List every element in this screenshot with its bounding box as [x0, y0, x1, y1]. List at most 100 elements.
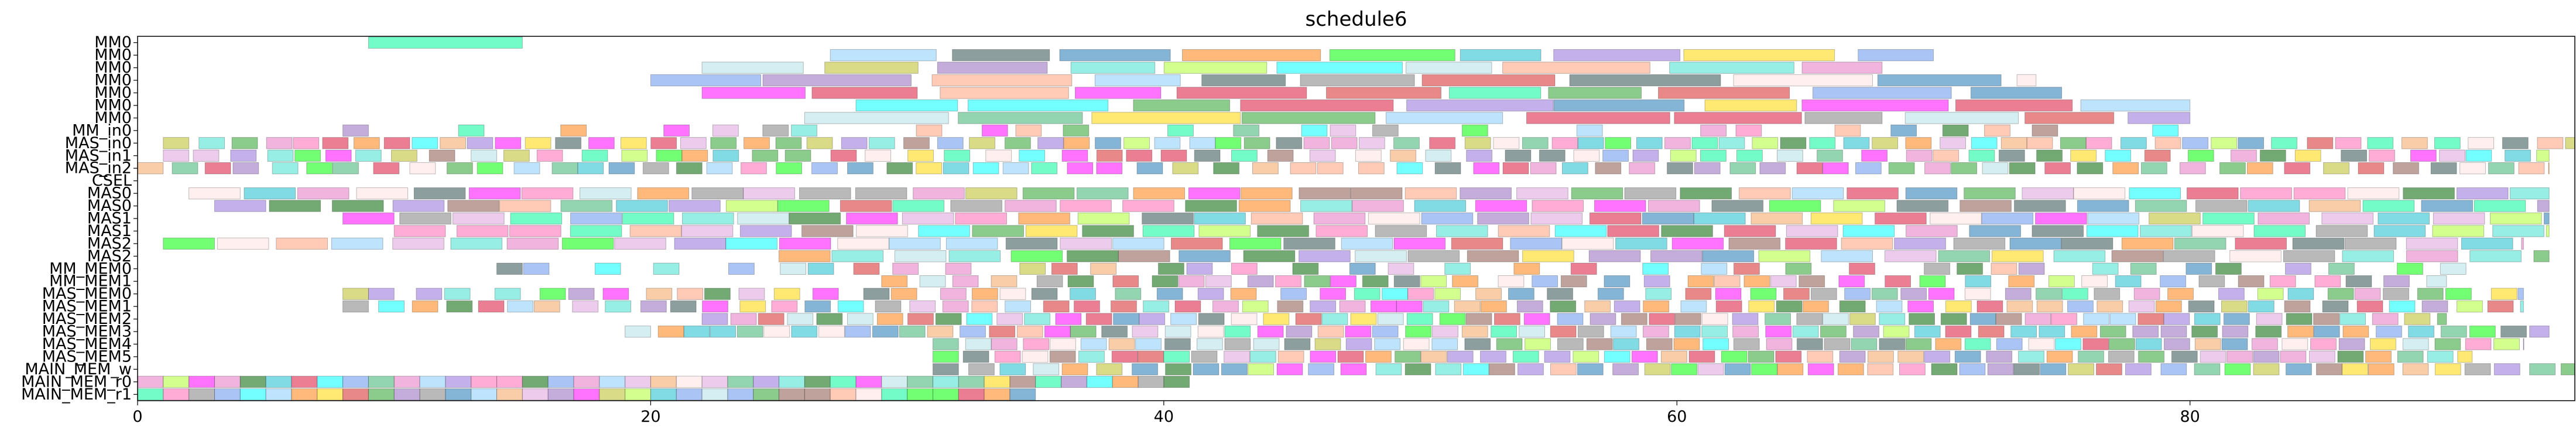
gantt-bar — [1375, 363, 1402, 375]
gantt-bar — [1868, 350, 1894, 363]
gantt-bar — [2426, 275, 2447, 288]
gantt-bar — [1849, 313, 1876, 325]
gantt-bar — [2537, 200, 2550, 212]
gantt-bar — [2440, 325, 2467, 338]
gantt-bar — [1395, 350, 1421, 363]
gantt-bar — [2186, 262, 2212, 275]
gantt-bar — [1016, 325, 1043, 338]
gantt-bar — [1697, 363, 1724, 375]
gantt-bar — [2282, 338, 2308, 350]
gantt-bar — [496, 262, 523, 275]
gantt-bar — [1090, 262, 1116, 275]
gantt-bar — [1197, 338, 1223, 350]
gantt-bar — [1043, 300, 1070, 313]
gantt-bar — [1009, 388, 1036, 401]
gantt-bar — [2255, 325, 2282, 338]
y-tick-label: MM0 — [94, 46, 132, 64]
gantt-bar — [1667, 162, 1693, 175]
gantt-bar — [1928, 288, 1955, 300]
y-tick-label: MAS_MEM1 — [42, 298, 132, 316]
gantt-bar — [1933, 149, 1960, 162]
gantt-bar — [935, 313, 962, 325]
gantt-bar — [2383, 288, 2409, 300]
gantt-bar — [1275, 275, 1301, 288]
gantt-bar — [2140, 162, 2167, 175]
gantt-bar — [1350, 313, 1377, 325]
gantt-bar — [1280, 288, 1307, 300]
gantt-bar — [1969, 225, 2021, 237]
gantt-bar — [779, 250, 831, 262]
gantt-bar — [1019, 149, 1046, 162]
gantt-bar — [1414, 200, 1467, 212]
gantt-bar — [704, 288, 731, 300]
gantt-bar — [2211, 137, 2238, 149]
x-tick-label: 0 — [132, 408, 142, 426]
gantt-bar — [1133, 99, 1230, 112]
gantt-bar — [1621, 313, 1647, 325]
gantt-bar — [2474, 200, 2526, 212]
gantt-bar — [777, 200, 830, 212]
gantt-bar — [1905, 187, 1958, 200]
gantt-bar — [1871, 288, 1898, 300]
gantt-bar — [965, 338, 992, 350]
gantt-bar — [2461, 237, 2513, 250]
gantt-bar — [1060, 200, 1112, 212]
gantt-bar — [2067, 300, 2094, 313]
gantt-bar — [646, 288, 673, 300]
gantt-bar — [1938, 250, 1991, 262]
gantt-bar — [725, 200, 778, 212]
gantt-bar — [775, 137, 802, 149]
gantt-bar — [1785, 262, 1812, 275]
gantt-bar — [1309, 149, 1336, 162]
gantt-bar — [932, 350, 959, 363]
gantt-bar — [1257, 325, 1284, 338]
y-tick-label: MAS_MEM2 — [42, 310, 132, 328]
gantt-bar — [1769, 200, 1821, 212]
gantt-bar — [942, 300, 969, 313]
gantt-bar — [903, 137, 930, 149]
gantt-bar — [1160, 149, 1187, 162]
gantt-bar — [1649, 313, 1676, 325]
gantt-bar — [1885, 275, 1912, 288]
gantt-bar — [1249, 350, 1276, 363]
gantt-bar — [642, 162, 669, 175]
gantt-bar — [1765, 325, 1792, 338]
gantt-bar — [1743, 275, 1770, 288]
gantt-bar — [1284, 338, 1311, 350]
gantt-bar — [1314, 338, 1341, 350]
gantt-bar — [471, 149, 497, 162]
y-tick-label: MAS2 — [87, 247, 132, 265]
gantt-bar — [830, 49, 937, 62]
gantt-bar — [331, 200, 384, 212]
gantt-bar — [1465, 313, 1492, 325]
gantt-bar — [2342, 250, 2395, 262]
gantt-bar — [2432, 225, 2485, 237]
gantt-bar — [972, 225, 1024, 237]
gantt-bar — [2226, 350, 2253, 363]
gantt-bar — [2465, 149, 2492, 162]
gantt-bar — [2096, 363, 2122, 375]
gantt-bar — [1557, 338, 1584, 350]
gantt-bar — [958, 375, 985, 388]
gantt-bar — [1213, 162, 1240, 175]
y-tick-label: MAS0 — [87, 185, 132, 203]
gantt-bar — [1385, 112, 1503, 124]
gantt-bar — [2490, 212, 2542, 225]
gantt-bar — [1512, 350, 1539, 363]
y-tick-label: MAS_in2 — [65, 159, 132, 177]
gantt-bar — [1345, 325, 1372, 338]
gantt-bar — [1897, 350, 1924, 363]
gantt-bar — [467, 137, 494, 149]
gantt-bar — [560, 200, 613, 212]
gantt-bar — [994, 350, 1021, 363]
gantt-bar — [1981, 212, 2034, 225]
y-tick-label: MAS0 — [87, 197, 132, 215]
x-tick-label: 60 — [1667, 408, 1687, 426]
gantt-bar — [2339, 313, 2366, 325]
y-tick-label: MAS_in1 — [65, 146, 132, 165]
gantt-bar — [1632, 149, 1659, 162]
gantt-bar — [1178, 275, 1205, 288]
gantt-bar — [333, 162, 359, 175]
gantt-bar — [293, 137, 320, 149]
x-tick-label: 20 — [640, 408, 660, 426]
